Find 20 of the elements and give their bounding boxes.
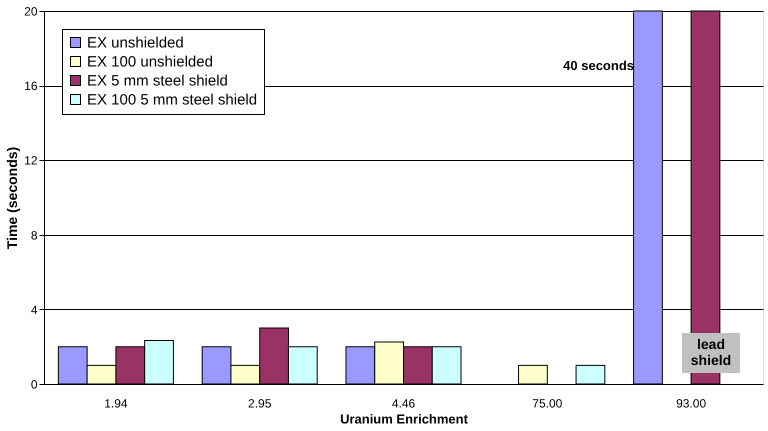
legend-label: EX 100 5 mm steel shield [87,92,258,108]
y-tick-label: 12 [24,154,38,168]
x-axis-title: Uranium Enrichment [340,412,469,426]
x-tick-label: 93.00 [676,396,706,410]
y-axis-title: Time (seconds) [4,146,20,250]
x-tick-label: 4.46 [392,396,416,410]
legend-label: EX unshielded [87,34,184,52]
legend-label: EX 100 unshielded [87,54,213,70]
y-tick-label: 20 [24,4,38,18]
annotation: lead shield [690,336,732,368]
y-tick-label: 16 [24,79,38,94]
x-tick-label: 2.95 [248,396,272,410]
y-tick-label: 4 [30,302,38,317]
legend-label: EX 5 mm steel shield [87,72,228,90]
y-tick-label: 0 [30,378,38,392]
bar [576,364,606,384]
x-tick-label: 1.94 [104,396,128,410]
x-tick-label: 75.00 [532,396,563,410]
bar [518,364,548,384]
y-tick-label: 8 [30,228,38,242]
